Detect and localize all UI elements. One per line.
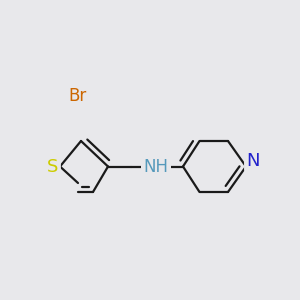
Text: Br: Br [69,87,87,105]
Text: NH: NH [143,158,169,175]
Text: S: S [47,158,58,175]
Text: N: N [247,152,260,169]
